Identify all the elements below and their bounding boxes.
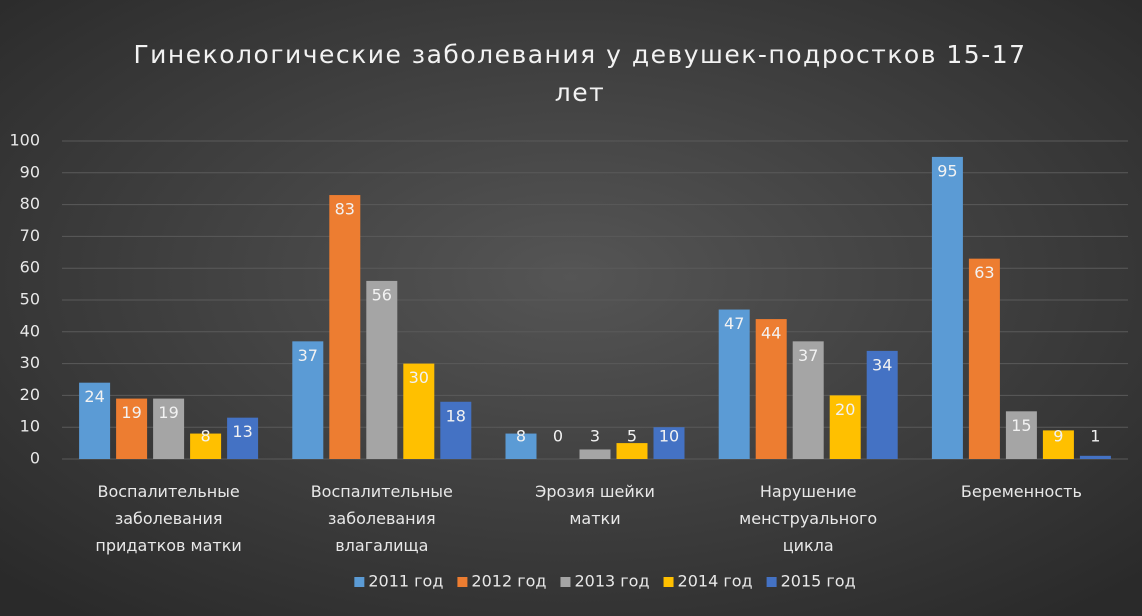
bar [1079, 455, 1111, 459]
bar [829, 395, 861, 459]
bar [366, 280, 398, 459]
value-label: 63 [974, 263, 994, 282]
value-label: 30 [409, 368, 429, 387]
value-label: 8 [516, 427, 526, 446]
bar [440, 401, 472, 459]
x-tick-label: Нарушение менструального цикла [739, 482, 877, 555]
value-label: 3 [590, 427, 600, 446]
bar [505, 433, 537, 459]
bar [579, 449, 611, 459]
y-tick-label: 60 [20, 258, 40, 277]
y-tick-label: 90 [20, 162, 40, 181]
y-tick-label: 50 [20, 290, 40, 309]
bar [968, 258, 1000, 459]
bar [866, 350, 898, 459]
y-tick-label: 40 [20, 321, 40, 340]
value-label: 34 [872, 355, 892, 374]
value-label: 20 [835, 400, 855, 419]
legend-swatch [354, 577, 365, 587]
value-label: 56 [372, 285, 392, 304]
y-tick-label: 0 [30, 449, 40, 468]
legend-label: 2014 год [678, 572, 753, 591]
y-tick-label: 100 [9, 131, 40, 150]
y-tick-label: 80 [20, 194, 40, 213]
legend-swatch [457, 577, 468, 587]
value-label: 37 [798, 346, 818, 365]
chart-title: Гинекологические заболевания у девушек-п… [133, 40, 1026, 107]
value-label: 5 [627, 427, 637, 446]
bar [931, 156, 963, 459]
bar [1042, 430, 1074, 459]
bar [227, 417, 259, 459]
bar [153, 398, 185, 459]
legend-label: 2015 год [781, 572, 856, 591]
x-tick-label: Воспалительные заболевания придатков матки [95, 482, 241, 555]
value-label: 18 [446, 406, 466, 425]
value-label: 13 [232, 422, 252, 441]
y-tick-label: 20 [20, 385, 40, 404]
x-tick-label: Эрозия шейки матки [535, 482, 655, 528]
value-label: 24 [84, 387, 104, 406]
bar [292, 341, 324, 459]
value-label: 1 [1090, 427, 1100, 446]
value-label: 95 [937, 161, 957, 180]
bar [403, 363, 435, 459]
legend-swatch [766, 577, 777, 587]
value-label: 83 [335, 200, 355, 219]
bar [1005, 411, 1037, 459]
value-label: 10 [659, 427, 679, 446]
bar [329, 195, 361, 459]
y-tick-label: 10 [20, 417, 40, 436]
legend-label: 2013 год [574, 572, 649, 591]
value-label: 15 [1011, 416, 1031, 435]
bar [79, 382, 111, 459]
bar [755, 319, 787, 459]
value-label: 0 [553, 427, 563, 446]
value-label: 37 [298, 346, 318, 365]
x-tick-label: Беременность [961, 482, 1082, 501]
legend-label: 2012 год [471, 572, 546, 591]
value-label: 9 [1053, 427, 1063, 446]
x-tick-label: Воспалительные заболевания влагалища [311, 482, 453, 555]
bar [616, 443, 648, 459]
legend-swatch [560, 577, 571, 587]
legend-label: 2011 год [368, 572, 443, 591]
value-label: 19 [121, 403, 141, 422]
bar [116, 398, 148, 459]
bar [718, 309, 750, 459]
bar [653, 427, 685, 459]
bar [792, 341, 824, 459]
value-label: 19 [158, 403, 178, 422]
bar [190, 433, 222, 459]
value-label: 47 [724, 314, 744, 333]
value-label: 8 [201, 427, 211, 446]
legend-swatch [663, 577, 674, 587]
y-tick-label: 70 [20, 226, 40, 245]
y-tick-label: 30 [20, 353, 40, 372]
value-label: 44 [761, 324, 781, 343]
